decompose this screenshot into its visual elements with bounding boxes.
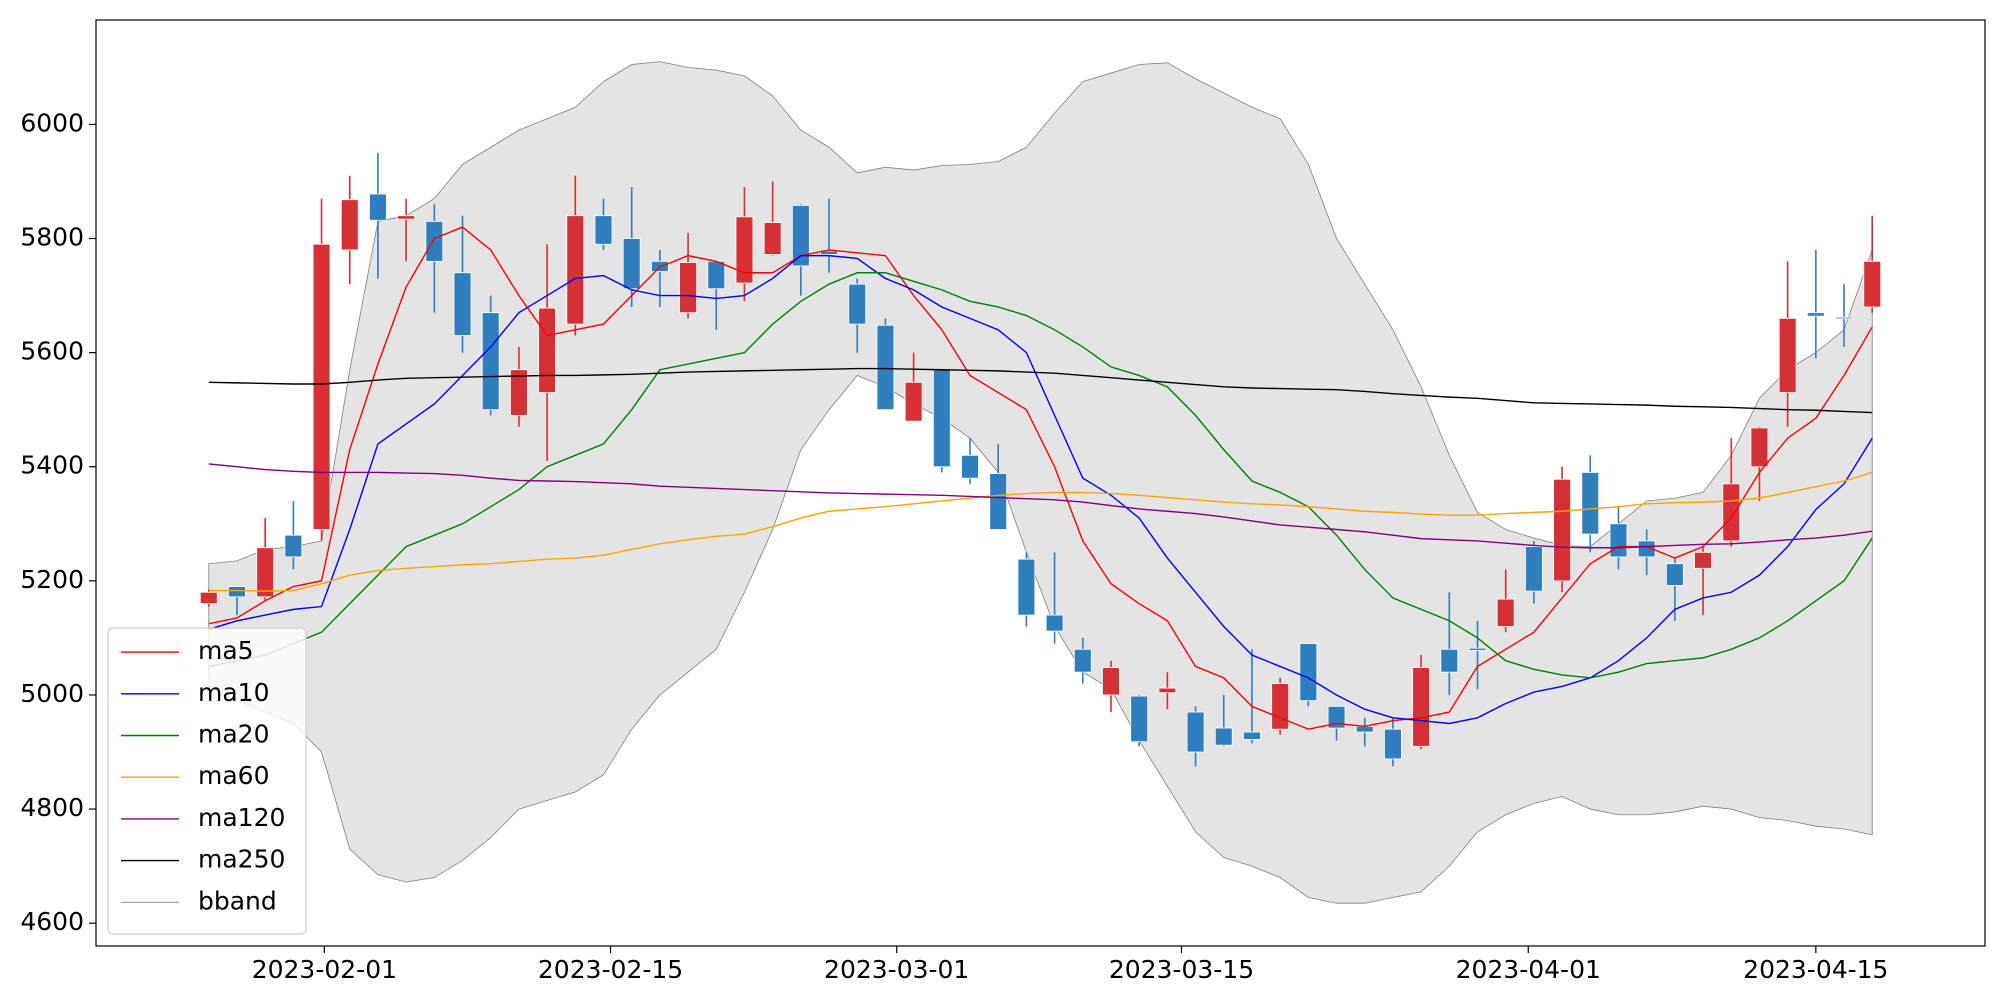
candle-body	[481, 312, 500, 411]
candle-body	[566, 215, 585, 325]
y-tick-label: 5800	[20, 223, 84, 252]
candle-body	[1778, 317, 1797, 393]
candle-body	[510, 369, 528, 416]
candle-body	[791, 205, 810, 267]
candle-body	[989, 473, 1008, 530]
y-tick-label: 5000	[20, 679, 84, 708]
candle-body	[1073, 648, 1092, 673]
candle-body	[961, 454, 979, 479]
candle-body	[904, 381, 923, 422]
candle-body	[1863, 260, 1882, 308]
y-tick-label: 6000	[20, 108, 84, 137]
y-tick-label: 5400	[20, 451, 84, 480]
candle-body	[369, 193, 387, 221]
candle-body	[1214, 727, 1233, 746]
candle-body	[735, 216, 754, 284]
candle-body	[1440, 648, 1459, 673]
candle-body	[1271, 683, 1290, 730]
candle-body	[848, 283, 867, 325]
candle-body	[1412, 667, 1430, 747]
ma-line	[208, 471, 1873, 592]
x-tick-label: 2023-03-01	[824, 955, 969, 984]
y-tick-label: 5600	[20, 337, 84, 366]
candle-body	[1666, 563, 1684, 586]
legend-label: bband	[198, 886, 277, 915]
legend: ma5 ma10 ma20 ma60 ma120 ma250 bband	[107, 627, 307, 935]
candle-body	[1384, 728, 1402, 760]
candle-body	[622, 238, 641, 290]
y-tick-label: 4600	[20, 907, 84, 936]
candle-body	[679, 262, 697, 314]
candle-body	[425, 221, 444, 262]
candle-body	[1355, 725, 1374, 733]
candle-body	[1045, 614, 1064, 632]
candle-body	[1806, 312, 1825, 317]
ma-line	[208, 226, 1873, 730]
x-tick-label: 2023-04-15	[1743, 955, 1888, 984]
candle-body	[1243, 731, 1261, 740]
candle-body	[199, 591, 218, 605]
ma-line	[208, 254, 1873, 725]
x-tick-label: 2023-02-15	[538, 955, 683, 984]
y-tick-label: 4800	[20, 793, 84, 822]
ma-line	[208, 463, 1873, 549]
axes: 4600 4800 5000 5200 5400 5600 5800 6000 2023-02-…	[20, 108, 1888, 984]
candle-body	[707, 260, 726, 290]
plot-area	[199, 61, 1882, 904]
legend-label: ma60	[198, 761, 269, 790]
candle-body	[1158, 687, 1177, 694]
candle-body	[284, 534, 303, 558]
ma-line	[208, 272, 1873, 679]
candle-body	[538, 307, 556, 393]
candle-body	[1637, 540, 1656, 558]
candle-body	[1186, 711, 1205, 753]
candle-body	[1835, 316, 1853, 320]
y-tick-label: 5200	[20, 565, 84, 594]
legend-box	[107, 627, 307, 935]
x-tick-label: 2023-03-15	[1109, 955, 1254, 984]
candle-body	[1299, 643, 1318, 702]
candle-body	[1130, 695, 1149, 743]
legend-label: ma5	[198, 636, 254, 665]
candle-body	[397, 215, 415, 220]
legend-label: ma120	[198, 803, 285, 832]
candle-body	[1581, 472, 1600, 535]
candle-body	[256, 547, 275, 598]
candle-body	[820, 250, 838, 255]
candle-body	[1609, 523, 1628, 558]
candle-body	[594, 215, 613, 245]
candle-body	[1017, 558, 1036, 616]
candle-body	[932, 369, 951, 468]
x-tick-label: 2023-04-01	[1456, 955, 1601, 984]
candle-body	[340, 199, 359, 251]
candle-body	[1525, 546, 1543, 592]
candle-body	[1496, 598, 1515, 627]
legend-label: ma250	[198, 845, 285, 874]
x-tick-label: 2023-02-01	[252, 955, 397, 984]
axes-frame	[95, 19, 1986, 947]
ma-line	[208, 367, 1873, 414]
candle-body	[1750, 427, 1769, 468]
legend-label: ma10	[198, 678, 269, 707]
candle-body	[1468, 647, 1487, 651]
candle-body	[1553, 478, 1571, 582]
candle-body	[1694, 551, 1712, 569]
candle-body	[1327, 705, 1346, 729]
candle-body	[1102, 667, 1120, 696]
legend-label: ma20	[198, 720, 269, 749]
candle-body	[453, 272, 472, 336]
candle-body	[763, 222, 782, 255]
candle-body	[312, 243, 331, 530]
candle-body	[1722, 483, 1741, 542]
candle-body	[228, 586, 246, 598]
candle-body	[876, 324, 895, 411]
